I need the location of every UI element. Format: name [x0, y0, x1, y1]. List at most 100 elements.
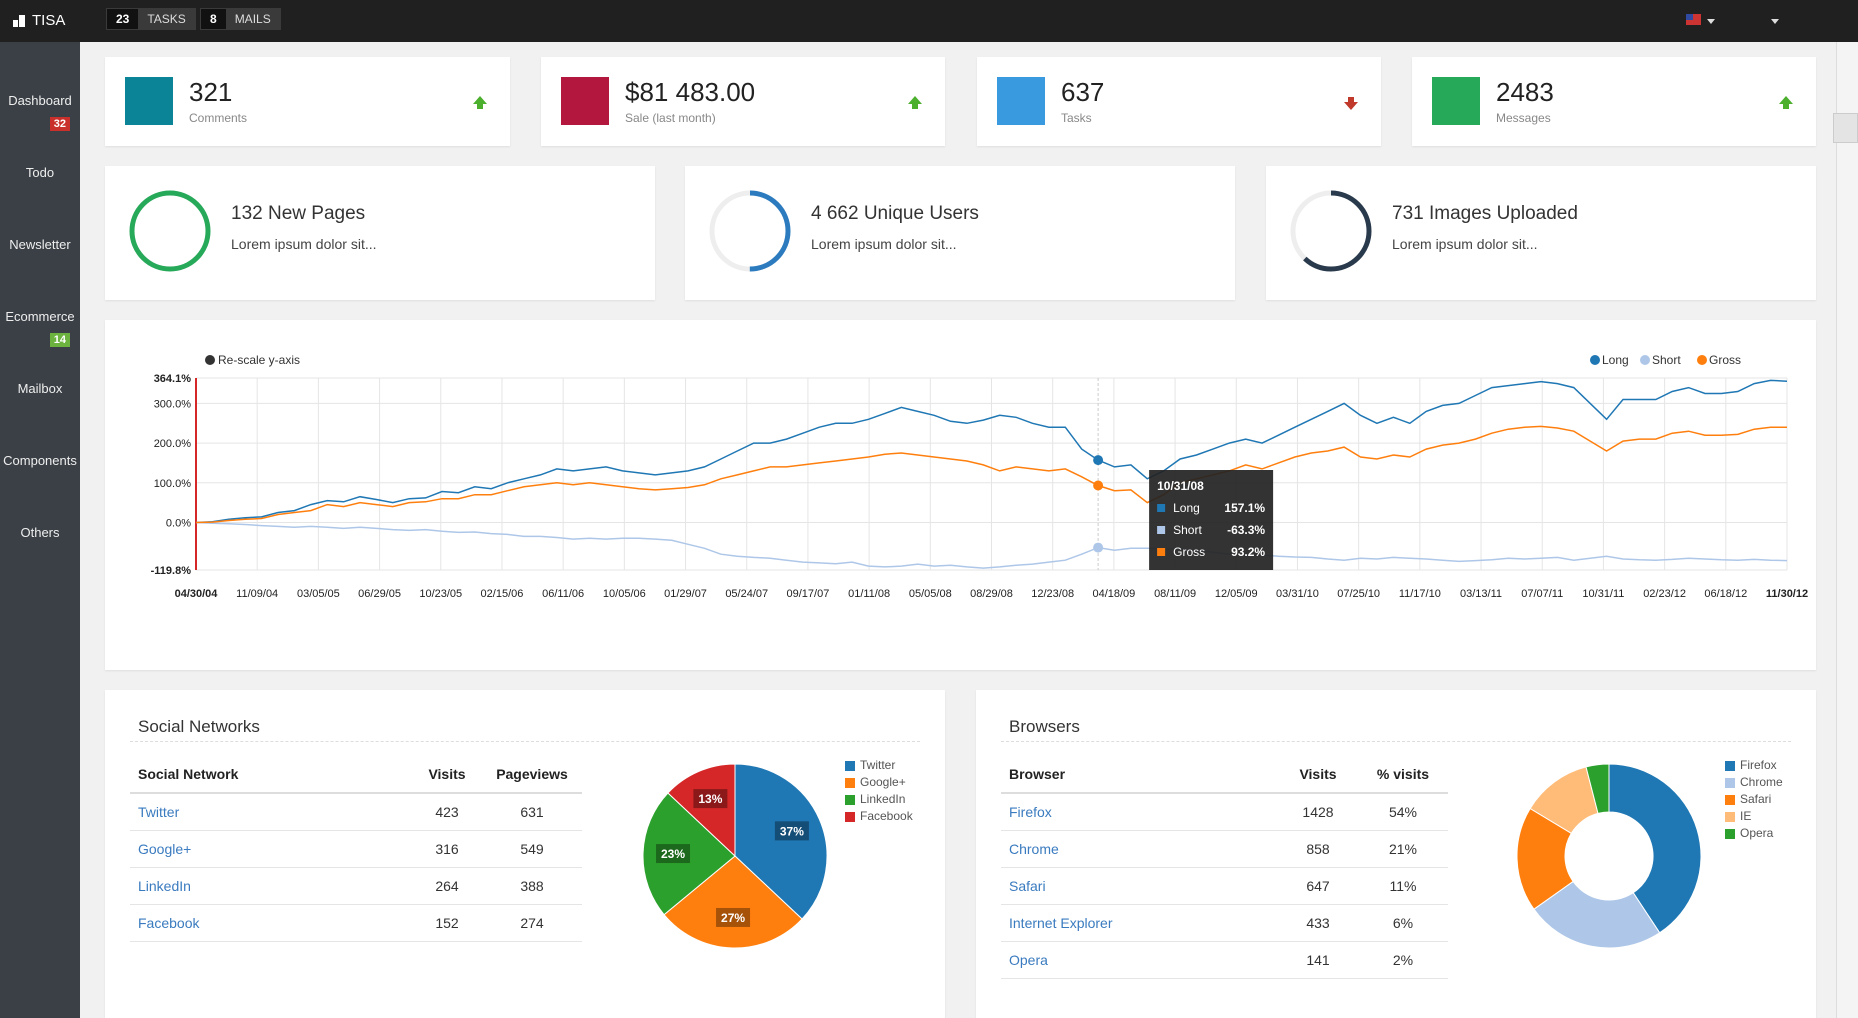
line-chart-card: 04/30/04 11/09/04 03/05/05 06/29/05 10/23/05… [105, 320, 1816, 670]
visits-cell: 1428 [1278, 793, 1358, 831]
legend-dot-short[interactable] [1640, 355, 1650, 365]
scrollbar-thumb[interactable] [1833, 113, 1858, 143]
table-row: Firefox 1428 54% [1001, 793, 1448, 831]
column-header[interactable]: Pageviews [482, 756, 582, 794]
legend-label: Google+ [860, 775, 906, 789]
legend-item[interactable]: Facebook [845, 808, 913, 825]
sidebar-item-label: Dashboard [8, 93, 72, 108]
pct-cell: 54% [1358, 793, 1448, 831]
column-header[interactable]: Browser [1001, 756, 1278, 794]
social-table: Social Network Visits Pageviews Twitter 4… [130, 756, 582, 942]
legend-dot-long[interactable] [1590, 355, 1600, 365]
dashboard-badge: 32 [49, 117, 70, 131]
language-flag-icon[interactable] [1686, 14, 1701, 25]
legend-item[interactable]: IE [1725, 808, 1783, 825]
mails-button[interactable]: 8 MAILS [200, 8, 281, 30]
rescale-toggle-icon[interactable] [205, 355, 215, 365]
hover-point-gross[interactable] [1093, 480, 1104, 491]
visits-cell: 316 [412, 830, 482, 868]
user-menu-caret-icon[interactable] [1771, 19, 1779, 24]
browser-link[interactable]: Safari [1001, 867, 1278, 905]
legend-item[interactable]: LinkedIn [845, 791, 913, 808]
browser-link[interactable]: Opera [1001, 941, 1278, 979]
scrollbar[interactable] [1836, 42, 1858, 1018]
legend-item[interactable]: Opera [1725, 825, 1783, 842]
social-pie-chart: 37% 27% 23% 13% [642, 763, 828, 949]
pct-cell: 21% [1358, 830, 1448, 868]
legend-item[interactable]: Google+ [845, 774, 913, 791]
legend-label[interactable]: Short [1652, 353, 1681, 367]
circle-card-text: Lorem ipsum dolor sit... [1392, 236, 1538, 252]
network-link[interactable]: Facebook [130, 904, 412, 942]
legend-label: Safari [1740, 792, 1772, 806]
pie-slice-google[interactable] [663, 855, 803, 949]
sidebar-item-todo[interactable]: Todo [0, 165, 80, 180]
legend-item[interactable]: Twitter [845, 757, 913, 774]
sidebar-item-newsletter[interactable]: Newsletter [0, 237, 80, 252]
slice-label: 27% [721, 911, 745, 925]
x-tick-label: 03/05/05 [297, 588, 340, 600]
sidebar-item-dashboard[interactable]: Dashboard 32 [0, 93, 80, 131]
legend-swatch [845, 811, 855, 822]
x-tick-label: 06/11/06 [542, 588, 584, 600]
sidebar-item-components[interactable]: Components [0, 453, 80, 468]
pie-slice-linkedin[interactable] [642, 792, 736, 916]
column-header[interactable]: Social Network [130, 756, 412, 794]
legend-label[interactable]: Long [1602, 353, 1629, 367]
circle-card-users: 4 662 Unique Users Lorem ipsum dolor sit… [685, 166, 1235, 300]
tasks-button[interactable]: 23 TASKS [106, 8, 196, 30]
browser-link[interactable]: Internet Explorer [1001, 904, 1278, 942]
rescale-label[interactable]: Re-scale y-axis [218, 353, 300, 367]
network-link[interactable]: LinkedIn [130, 867, 412, 905]
app-logo[interactable]: TISA [13, 12, 65, 29]
network-link[interactable]: Google+ [130, 830, 412, 868]
progress-ring [709, 190, 791, 272]
x-tick-label: 03/31/10 [1276, 588, 1319, 600]
stat-color-block [125, 77, 173, 125]
legend-swatch [1725, 777, 1735, 788]
table-row: Google+ 316 549 [130, 830, 582, 868]
x-tick-label: 04/30/04 [175, 588, 219, 600]
hover-point-short[interactable] [1093, 542, 1104, 553]
tooltip-series-name: Long [1173, 501, 1200, 515]
pie-slice-facebook[interactable] [667, 763, 736, 858]
donut-slice-chrome[interactable] [1533, 880, 1661, 949]
stat-color-block [561, 77, 609, 125]
hover-point-long[interactable] [1093, 455, 1104, 466]
legend-item[interactable]: Chrome [1725, 774, 1783, 791]
donut-slice-firefox[interactable] [1608, 763, 1702, 934]
circle-card-text: Lorem ipsum dolor sit... [231, 236, 377, 252]
trend-up-icon [1779, 96, 1793, 109]
sidebar-item-ecommerce[interactable]: Ecommerce 14 [0, 309, 80, 347]
legend-dot-gross[interactable] [1697, 355, 1707, 365]
circle-card-title: 731 Images Uploaded [1392, 203, 1578, 224]
y-tick-label: -119.8% [151, 565, 192, 577]
legend-label: Chrome [1740, 775, 1783, 789]
column-header[interactable]: Visits [1278, 756, 1358, 794]
network-link[interactable]: Twitter [130, 793, 412, 831]
column-header[interactable]: % visits [1358, 756, 1448, 794]
slice-label: 13% [698, 792, 722, 806]
slice-label-bg [693, 789, 728, 809]
language-caret-icon[interactable] [1707, 19, 1715, 24]
sidebar-item-others[interactable]: Others [0, 525, 80, 540]
x-tick-label: 10/05/06 [603, 588, 646, 600]
pie-slice-twitter[interactable] [734, 763, 828, 920]
legend-item[interactable]: Firefox [1725, 757, 1783, 774]
browser-link[interactable]: Chrome [1001, 830, 1278, 868]
browsers-card: Browsers Browser Visits % visits Firefox… [976, 690, 1816, 1018]
stat-value: 637 [1061, 77, 1105, 107]
x-tick-label: 12/05/09 [1215, 588, 1258, 600]
legend-label[interactable]: Gross [1709, 353, 1741, 367]
donut-slice-opera[interactable] [1585, 763, 1610, 815]
browsers-donut-chart [1516, 763, 1702, 949]
trend-down-icon [1344, 97, 1358, 110]
sidebar-item-mailbox[interactable]: Mailbox [0, 381, 80, 396]
sidebar-item-label: Mailbox [17, 381, 63, 396]
pageviews-cell: 388 [482, 867, 582, 905]
stat-value: $81 483.00 [625, 77, 756, 107]
browser-link[interactable]: Firefox [1001, 793, 1278, 831]
legend-item[interactable]: Safari [1725, 791, 1783, 808]
column-header[interactable]: Visits [412, 756, 482, 794]
stat-color-block [1432, 77, 1480, 125]
